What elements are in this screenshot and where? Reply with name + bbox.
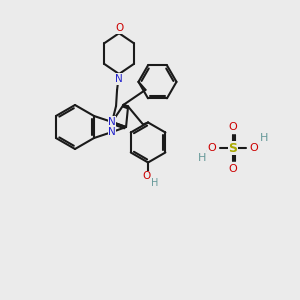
Text: O: O	[229, 164, 237, 174]
Text: O: O	[142, 172, 150, 182]
Text: O: O	[208, 143, 216, 153]
Text: O: O	[229, 122, 237, 132]
Text: H: H	[152, 178, 159, 188]
Text: O: O	[250, 143, 258, 153]
Text: N: N	[108, 127, 116, 137]
Text: S: S	[229, 142, 238, 154]
Text: N: N	[115, 74, 123, 84]
Text: O: O	[115, 23, 123, 33]
Text: N: N	[108, 117, 116, 127]
Text: H: H	[198, 153, 206, 163]
Text: H: H	[260, 133, 268, 143]
